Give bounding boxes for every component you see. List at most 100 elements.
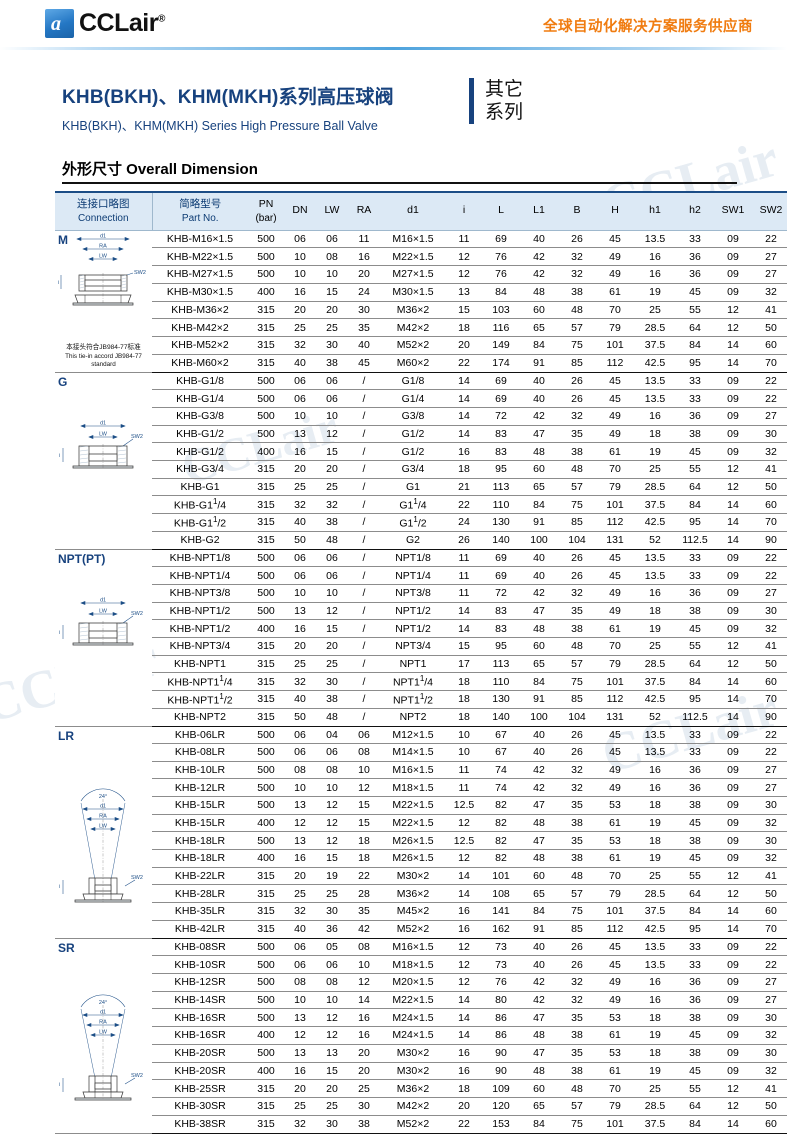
diagram-note-en2: standard xyxy=(91,361,116,368)
cell-sw1: 14 xyxy=(714,920,752,939)
cell-l1: 84 xyxy=(520,495,558,514)
cell-l1: 60 xyxy=(520,867,558,886)
cell-pn: 500 xyxy=(248,938,284,957)
cell-b: 32 xyxy=(558,973,596,992)
table-row: KHB-28LR 315 25 25 28 M36×2 14 108 65 57 79 28.5 64 1… xyxy=(55,884,787,904)
cell-b: 32 xyxy=(558,584,596,603)
cell-dn: 06 xyxy=(284,938,316,957)
cell-sw1: 12 xyxy=(714,460,752,479)
table-row: KHB-M52×2 315 32 30 40 M52×2 20 149 84 75 101 37.5 8… xyxy=(55,336,787,355)
cell-dn: 13 xyxy=(284,1044,316,1063)
cell-h1: 42.5 xyxy=(634,513,676,532)
cell-pn: 500 xyxy=(248,796,284,815)
svg-text:24°: 24° xyxy=(99,794,107,800)
cell-i: 14 xyxy=(446,602,482,621)
cell-l: 73 xyxy=(482,938,520,957)
cell-ra: / xyxy=(348,442,380,461)
cell-lw: 12 xyxy=(316,425,348,444)
table-row: KHB-NPT11/2 315 40 38/NPT11/2 18 130 91 85 112 42… xyxy=(55,690,787,709)
cell-l: 90 xyxy=(482,1062,520,1081)
cclair-logo-icon: a xyxy=(45,9,74,38)
cell-l1: 48 xyxy=(520,442,558,461)
cell-dn: 13 xyxy=(284,1008,316,1028)
cell-b: 85 xyxy=(558,690,596,709)
cell-sw1: 09 xyxy=(714,283,752,302)
cell-h: 45 xyxy=(596,389,634,408)
cell-part-no: KHB-NPT1/2 xyxy=(152,619,248,638)
cell-h2: 95 xyxy=(676,513,714,532)
cell-h2: 55 xyxy=(676,301,714,320)
cell-l1: 42 xyxy=(520,584,558,603)
cell-part-no: KHB-16SR xyxy=(152,1026,248,1045)
cell-sw1: 12 xyxy=(714,655,752,674)
cell-ra: 18 xyxy=(348,849,380,868)
cell-h2: 45 xyxy=(676,283,714,302)
cell-h1: 16 xyxy=(634,265,676,284)
cell-sw2: 32 xyxy=(752,283,787,302)
cell-h: 49 xyxy=(596,247,634,266)
series-badge: 其它 系列 xyxy=(469,78,523,125)
cell-sw2: 32 xyxy=(752,1062,787,1081)
cell-sw2: 22 xyxy=(752,726,787,745)
cell-sw2: 30 xyxy=(752,1008,787,1028)
cell-ra: 20 xyxy=(348,1062,380,1081)
cell-part-no: KHB-22LR xyxy=(152,867,248,886)
table-row: KHB-10SR 500 06 06 10 M18×1.5 12 73 40 26 45 13.5 33… xyxy=(55,955,787,974)
cell-h2: 45 xyxy=(676,849,714,868)
cell-sw2: 27 xyxy=(752,761,787,780)
cell-sw1: 09 xyxy=(714,230,752,249)
cell-d1: G1/4 xyxy=(380,389,446,408)
cell-d1: NPT11/4 xyxy=(380,672,446,691)
cell-b: 48 xyxy=(558,301,596,320)
cell-pn: 315 xyxy=(248,1097,284,1116)
cell-dn: 12 xyxy=(284,814,316,833)
cell-ra: 18 xyxy=(348,831,380,851)
col-header-h1: h1 xyxy=(634,191,676,231)
cell-h2: 64 xyxy=(676,478,714,497)
cell-ra: / xyxy=(348,708,380,727)
cell-b: 57 xyxy=(558,655,596,674)
cell-h1: 16 xyxy=(634,778,676,798)
cell-l1: 42 xyxy=(520,407,558,426)
cell-h2: 84 xyxy=(676,672,714,691)
cell-pn: 500 xyxy=(248,372,284,391)
connection-diagram-nptpt: NPT(PT) d1 LW SW2 i xyxy=(55,549,152,727)
cell-d1: G1 xyxy=(380,478,446,497)
cell-h2: 45 xyxy=(676,814,714,833)
cell-part-no: KHB-NPT1/8 xyxy=(152,549,248,568)
cell-h: 53 xyxy=(596,1044,634,1063)
table-row: KHB-NPT1 315 25 25/NPT1 17 113 65 57 79 28.5 64 12 5… xyxy=(55,655,787,674)
cell-sw2: 60 xyxy=(752,902,787,921)
cell-i: 11 xyxy=(446,230,482,249)
cell-dn: 25 xyxy=(284,478,316,497)
cell-sw1: 09 xyxy=(714,849,752,868)
cell-h2: 84 xyxy=(676,902,714,921)
cell-h2: 36 xyxy=(676,761,714,780)
cell-b: 75 xyxy=(558,902,596,921)
cell-d1: G11/4 xyxy=(380,495,446,514)
cell-dn: 40 xyxy=(284,690,316,709)
cell-l: 113 xyxy=(482,478,520,497)
cell-d1: M36×2 xyxy=(380,301,446,320)
cell-dn: 13 xyxy=(284,602,316,621)
cell-sw2: 22 xyxy=(752,938,787,957)
cell-part-no: KHB-NPT11/2 xyxy=(152,690,248,709)
table-row: KHB-G1/4 500 06 06/G1/4 14 69 40 26 45 13.5 33 09 22 xyxy=(55,389,787,408)
cell-i: 22 xyxy=(446,1115,482,1134)
cell-l1: 47 xyxy=(520,796,558,815)
cell-dn: 40 xyxy=(284,354,316,373)
cell-l: 67 xyxy=(482,743,520,762)
cell-d1: M24×1.5 xyxy=(380,1026,446,1045)
cell-l: 90 xyxy=(482,1044,520,1063)
cell-d1: G3/4 xyxy=(380,460,446,479)
cell-ra: 06 xyxy=(348,726,380,745)
cell-h: 45 xyxy=(596,372,634,391)
cell-h2: 36 xyxy=(676,991,714,1010)
cell-b: 26 xyxy=(558,566,596,585)
cell-d1: M22×1.5 xyxy=(380,247,446,266)
cell-lw: 30 xyxy=(316,902,348,921)
cell-h: 53 xyxy=(596,796,634,815)
cell-sw2: 60 xyxy=(752,672,787,691)
cell-dn: 06 xyxy=(284,955,316,974)
cell-d1: NPT1/4 xyxy=(380,566,446,585)
